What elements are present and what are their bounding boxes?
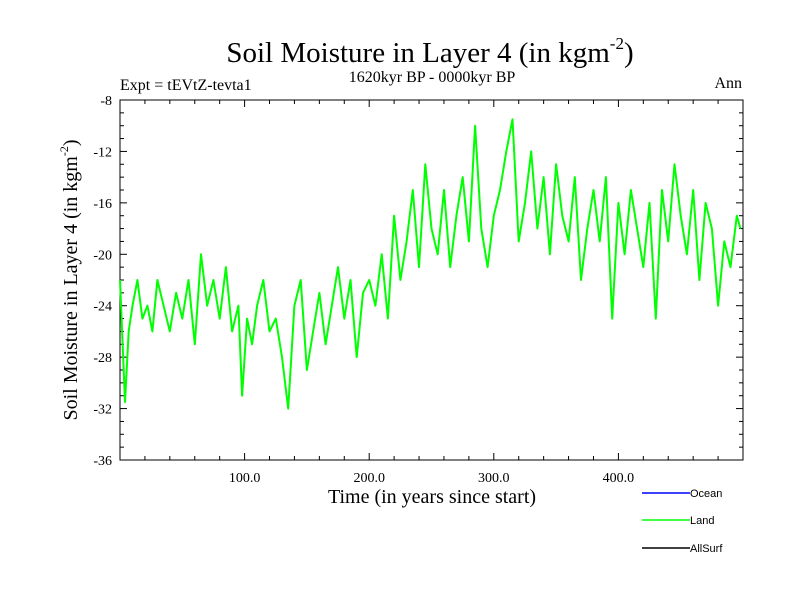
y-tick-label: -20 bbox=[93, 248, 112, 263]
x-tick-label: 400.0 bbox=[603, 471, 635, 486]
y-tick-label: -16 bbox=[93, 197, 112, 212]
y-axis-title: Soil Moisture in Layer 4 (in kgm-2) bbox=[57, 139, 82, 420]
y-tick-label: -36 bbox=[93, 454, 112, 469]
season-label: Ann bbox=[714, 75, 742, 92]
legend-ocean-label: Ocean bbox=[690, 488, 722, 500]
y-tick-label: -12 bbox=[93, 145, 112, 160]
x-tick-label: 300.0 bbox=[478, 471, 510, 486]
chart-title: Soil Moisture in Layer 4 (in kgm-2) bbox=[226, 34, 633, 69]
x-tick-label: 100.0 bbox=[229, 471, 261, 486]
y-tick-label: -8 bbox=[100, 94, 112, 109]
y-tick-label: -24 bbox=[93, 300, 112, 315]
y-axis: -8 -12 -16 -20 -24 -28 -32 -36 bbox=[93, 94, 743, 469]
legend-land-label: Land bbox=[690, 515, 714, 527]
time-range-label: 1620kyr BP - 0000kyr BP bbox=[349, 69, 516, 86]
y-tick-label: -28 bbox=[93, 351, 112, 366]
land-series-line bbox=[119, 118, 742, 410]
legend-allsurf-label: AllSurf bbox=[690, 543, 723, 555]
legend: Ocean Land AllSurf bbox=[642, 488, 723, 555]
experiment-label: Expt = tEVtZ-tevta1 bbox=[120, 77, 252, 94]
x-axis-title: Time (in years since start) bbox=[328, 486, 536, 508]
y-tick-label: -32 bbox=[93, 403, 112, 418]
x-axis: 100.0 200.0 300.0 400.0 bbox=[144, 100, 719, 486]
x-tick-label: 200.0 bbox=[353, 471, 385, 486]
